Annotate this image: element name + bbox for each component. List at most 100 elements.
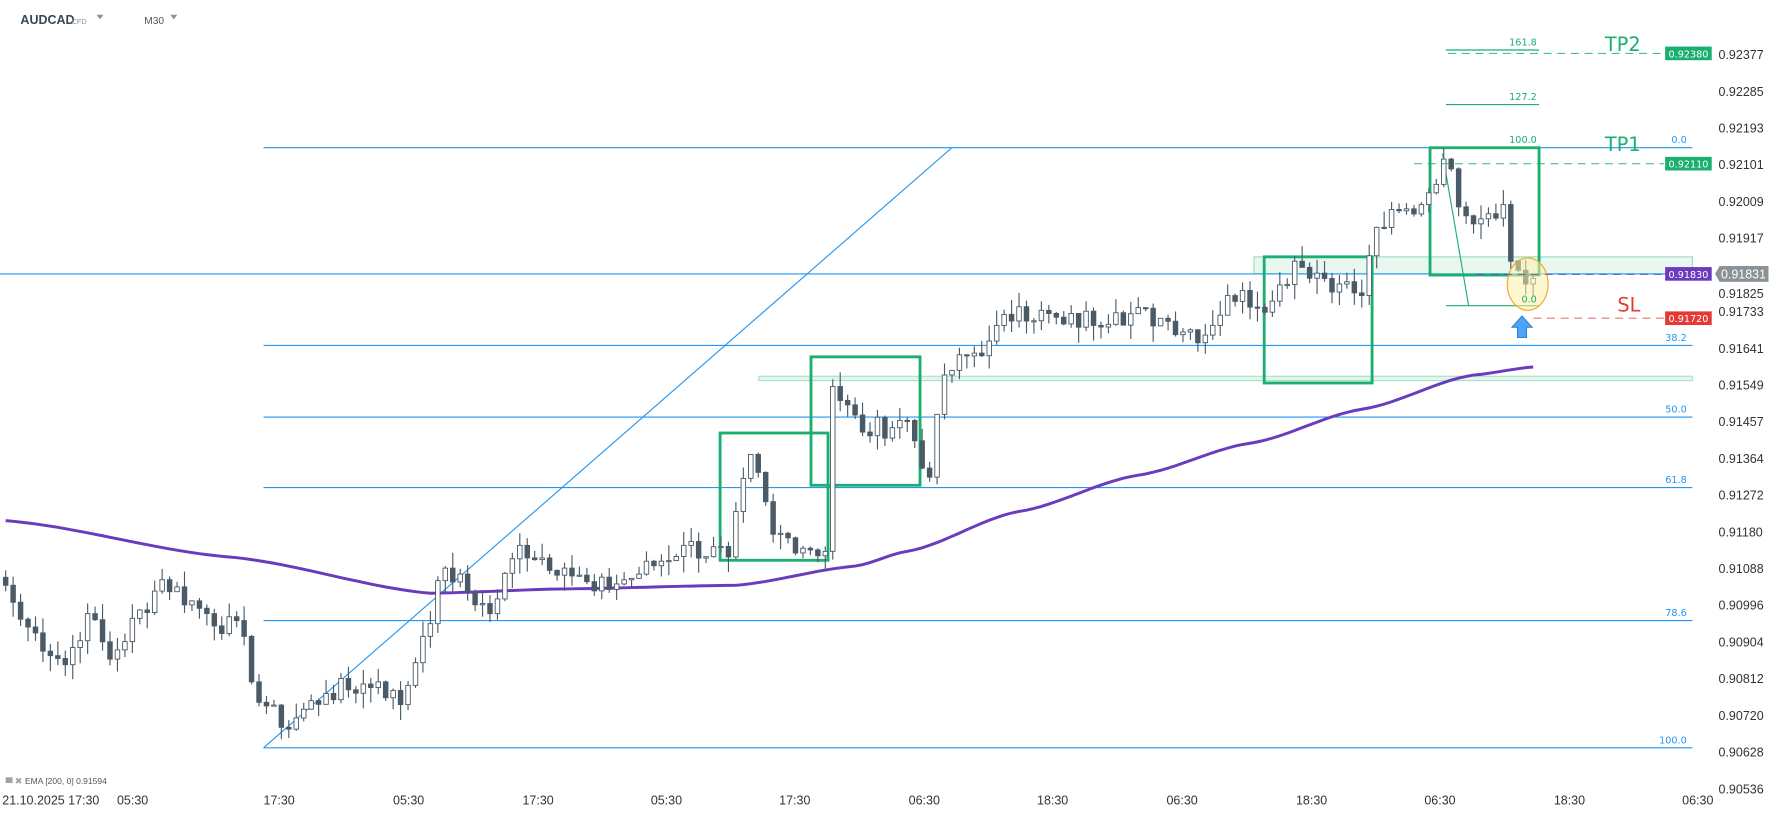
indicator-settings-icon[interactable] bbox=[5, 777, 13, 784]
time-axis-label: 06:30 bbox=[1682, 794, 1713, 808]
price-axis-label: 0.90720 bbox=[1719, 709, 1764, 723]
candle-body bbox=[770, 501, 776, 535]
candle-body bbox=[1463, 206, 1469, 217]
candle-body bbox=[464, 573, 471, 593]
candle-body bbox=[666, 560, 672, 563]
candle-body bbox=[1433, 183, 1440, 194]
candle-body bbox=[636, 573, 642, 579]
candle-body bbox=[584, 574, 590, 583]
time-axis-label: 17:30 bbox=[779, 794, 810, 808]
candle-body bbox=[986, 340, 992, 357]
fib-level-label: 100.0 bbox=[1659, 735, 1687, 746]
candle-body bbox=[1388, 209, 1395, 228]
candle-body bbox=[382, 681, 389, 699]
candle-body bbox=[643, 560, 650, 575]
candle-body bbox=[1470, 215, 1477, 225]
candle-body bbox=[554, 569, 560, 576]
time-axis-label: 06:30 bbox=[1167, 794, 1198, 808]
candle-body bbox=[1448, 158, 1454, 170]
fib-trendline[interactable] bbox=[263, 147, 953, 749]
candle-body bbox=[718, 545, 724, 549]
candle-body bbox=[345, 678, 352, 691]
price-axis-label: 0.91180 bbox=[1719, 525, 1763, 539]
symbol-selector[interactable]: AUDCAD bbox=[20, 13, 74, 27]
fib-retracement[interactable]: 0.0 38.2 50.0 61.8 78.6 100.0 bbox=[263, 135, 1693, 749]
time-axis-label: 18:30 bbox=[1296, 794, 1327, 808]
candle-body bbox=[1455, 168, 1462, 208]
candle-body bbox=[1008, 313, 1015, 322]
candle-body bbox=[55, 655, 61, 659]
candle-body bbox=[390, 690, 396, 699]
candle-body bbox=[196, 600, 203, 609]
candle-body bbox=[852, 404, 858, 416]
fib-extension-label: 100.0 bbox=[1509, 135, 1537, 146]
candle-body bbox=[1485, 213, 1492, 220]
candle-body bbox=[1441, 158, 1447, 185]
candle-body bbox=[32, 626, 39, 634]
price-axis-label: 0.91549 bbox=[1719, 378, 1764, 392]
entry-price-tag-text: 0.91830 bbox=[1668, 270, 1708, 281]
candle-body bbox=[1150, 307, 1156, 327]
candle-body bbox=[427, 623, 434, 637]
consolidation-box[interactable] bbox=[718, 431, 830, 562]
candle-body bbox=[1090, 310, 1097, 326]
candle-body bbox=[561, 567, 568, 576]
candle-body bbox=[472, 591, 478, 606]
chevron-down-icon[interactable] bbox=[170, 14, 178, 20]
candle-body bbox=[1262, 306, 1268, 313]
candle-body bbox=[263, 701, 270, 707]
candle-body bbox=[1403, 208, 1410, 212]
tp1-annotation: TP1 bbox=[1604, 133, 1641, 156]
candle-body bbox=[1075, 313, 1082, 328]
time-axis[interactable]: 21.10.2025 17:30 05:30 17:30 05:30 17:30 05:30… bbox=[2, 794, 1713, 808]
candle-body bbox=[1232, 295, 1238, 302]
arrow-up-icon bbox=[1510, 315, 1534, 338]
candle-body bbox=[300, 708, 307, 719]
candle-body bbox=[844, 400, 851, 406]
candle-body bbox=[293, 717, 299, 730]
candle-body bbox=[1418, 204, 1425, 215]
candle-body bbox=[278, 704, 285, 728]
candle-body bbox=[256, 681, 262, 703]
candle-body bbox=[859, 414, 866, 433]
candle-body bbox=[1239, 290, 1246, 302]
candle-body bbox=[189, 600, 195, 606]
candle-body bbox=[1299, 260, 1305, 268]
candle-body bbox=[1128, 313, 1134, 326]
candle-body bbox=[286, 726, 292, 730]
fib-extension-trendline bbox=[1441, 153, 1470, 306]
fib-level-label: 61.8 bbox=[1665, 475, 1686, 486]
candle-body bbox=[129, 617, 136, 643]
candle-body bbox=[219, 625, 225, 634]
candle-body bbox=[1061, 316, 1067, 325]
price-axis-label: 0.91917 bbox=[1719, 232, 1764, 246]
candle-body bbox=[1291, 260, 1298, 285]
candle-body bbox=[949, 369, 955, 376]
candle-body bbox=[971, 352, 978, 357]
price-axis[interactable]: 0.92377 0.92285 0.92193 0.92101 0.92009 0.919… bbox=[1719, 48, 1764, 796]
time-axis-label: 05:30 bbox=[117, 794, 148, 808]
time-axis-label: 05:30 bbox=[393, 794, 424, 808]
candle-body bbox=[1359, 292, 1365, 297]
candle-body bbox=[368, 683, 374, 689]
candle-body bbox=[1135, 307, 1141, 315]
candle-body bbox=[375, 681, 381, 689]
chevron-down-icon[interactable] bbox=[96, 14, 104, 20]
timeframe-selector[interactable]: M30 bbox=[144, 16, 164, 27]
candle-body bbox=[606, 576, 612, 590]
time-axis-label: 18:30 bbox=[1554, 794, 1585, 808]
candle-body bbox=[1344, 281, 1350, 285]
candle-body bbox=[1478, 218, 1484, 225]
price-axis-label: 0.91825 bbox=[1719, 287, 1764, 301]
candle-body bbox=[122, 641, 128, 651]
candle-body bbox=[1202, 334, 1209, 344]
candle-body bbox=[84, 613, 91, 642]
candle-body bbox=[673, 556, 680, 562]
candle-body bbox=[1314, 272, 1320, 279]
candle-body bbox=[457, 573, 463, 583]
consolidation-box[interactable] bbox=[1262, 255, 1374, 385]
last-price-tag bbox=[1715, 265, 1769, 282]
remove-indicator-icon[interactable]: ✖ bbox=[15, 776, 23, 786]
consolidation-box[interactable] bbox=[809, 355, 922, 487]
